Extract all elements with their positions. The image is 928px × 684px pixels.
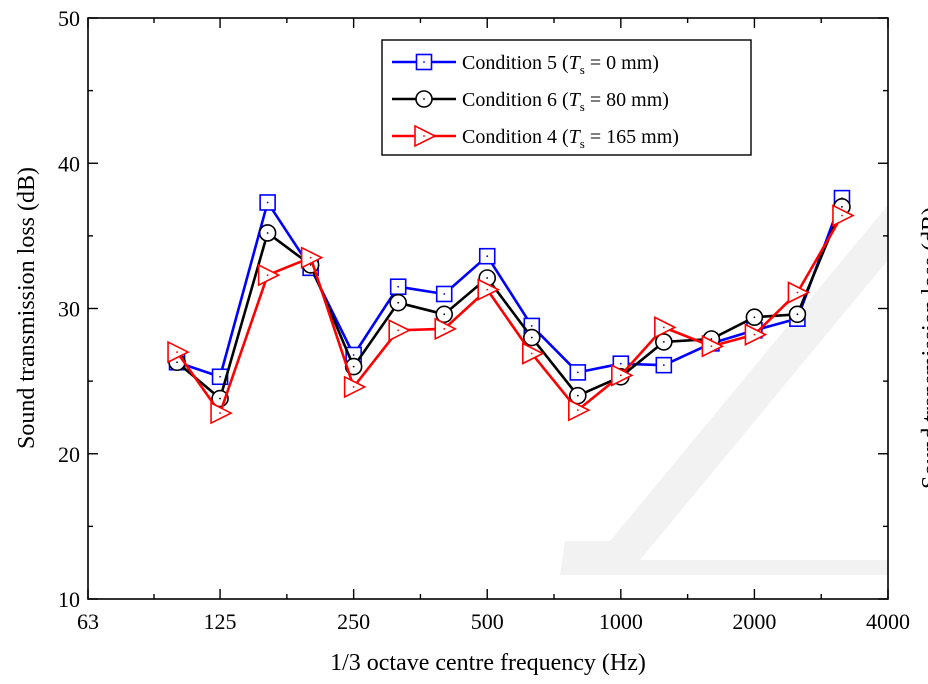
data-point-dot xyxy=(796,291,799,294)
data-point xyxy=(167,340,190,364)
data-point-dot xyxy=(619,374,622,377)
legend-label: Condition 4 (Ts = 165 mm) xyxy=(462,126,679,151)
data-point-dot xyxy=(841,214,843,217)
x-tick-label: 500 xyxy=(471,609,504,634)
data-point xyxy=(568,398,591,422)
data-point-dot xyxy=(176,361,178,364)
data-point xyxy=(701,334,725,358)
y-tick-label: 30 xyxy=(58,297,80,322)
data-point-dot xyxy=(443,313,446,316)
data-point-dot xyxy=(530,336,533,339)
legend: Condition 5 (Ts = 0 mm) Condition 6 (Ts =… xyxy=(381,39,752,156)
y-tick-label: 10 xyxy=(58,587,80,612)
legend-marker-dot xyxy=(423,135,425,137)
x-tick-label: 250 xyxy=(337,609,370,634)
data-point xyxy=(434,317,458,341)
data-point-dot xyxy=(352,365,355,368)
legend-label: Condition 6 (Ts = 80 mm) xyxy=(462,89,669,114)
data-point-dot xyxy=(486,277,489,279)
data-point xyxy=(388,318,411,342)
data-point-dot xyxy=(266,274,269,276)
data-point-dot xyxy=(710,345,713,348)
data-point-dot xyxy=(397,329,400,332)
data-point-dot xyxy=(266,201,269,204)
legend-marker-dot xyxy=(423,98,425,100)
data-point-dot xyxy=(219,375,221,378)
data-point-dot xyxy=(219,412,221,414)
data-point-dot xyxy=(530,325,533,327)
watermark xyxy=(560,205,888,575)
series-1 xyxy=(168,189,851,386)
x-tick-label: 4000 xyxy=(866,609,910,634)
data-point xyxy=(832,204,855,227)
right-axis-title-partial: Sound transmission loss (dB) xyxy=(918,207,928,489)
data-point-dot xyxy=(352,386,355,388)
data-point-dot xyxy=(443,293,446,295)
data-point xyxy=(300,246,324,269)
x-tick-label: 1000 xyxy=(599,609,643,634)
x-tick-label: 63 xyxy=(77,609,99,634)
data-point-dot xyxy=(443,327,446,330)
data-point xyxy=(257,263,281,287)
data-point xyxy=(343,375,367,399)
series-line xyxy=(175,214,844,415)
data-point-dot xyxy=(397,301,400,304)
legend-label: Condition 5 (Ts = 0 mm) xyxy=(462,52,659,77)
data-point xyxy=(521,342,545,365)
series-line xyxy=(176,206,844,400)
data-point-dot xyxy=(576,394,579,397)
watermark-shape xyxy=(560,205,888,575)
y-tick-label: 40 xyxy=(58,151,80,176)
data-point-dot xyxy=(352,354,355,356)
data-point xyxy=(654,316,677,339)
data-point-dot xyxy=(662,326,665,329)
y-tick-label: 50 xyxy=(58,6,80,31)
data-point-dot xyxy=(176,351,178,353)
y-tick-label: 20 xyxy=(58,442,80,467)
y-tick-labels: 10 20 30 40 50 xyxy=(58,6,80,612)
legend-marker xyxy=(414,124,437,148)
data-point xyxy=(477,278,501,301)
data-point-dot xyxy=(309,256,312,259)
data-point-dot xyxy=(710,338,713,340)
data-point-dot xyxy=(753,333,756,336)
data-point-dot xyxy=(662,341,665,343)
data-point-dot xyxy=(576,409,579,412)
data-point-dot xyxy=(397,285,400,288)
data-point-dot xyxy=(662,364,665,367)
data-point xyxy=(744,323,768,346)
data-point-dot xyxy=(753,316,756,319)
axis-ticks xyxy=(87,17,889,600)
data-point-dot xyxy=(309,264,312,266)
data-point-dot xyxy=(486,288,489,291)
data-point-dot xyxy=(219,397,221,400)
x-axis-title: 1/3 octave centre frequency (Hz) xyxy=(330,650,646,676)
data-point xyxy=(210,401,233,425)
legend-marker-dot xyxy=(423,61,425,63)
series-line xyxy=(176,197,844,379)
series-group xyxy=(167,189,855,425)
data-point-dot xyxy=(796,313,799,316)
data-point-dot xyxy=(619,362,622,365)
data-point xyxy=(787,281,811,304)
y-axis-title: Sound transmission loss (dB) xyxy=(14,167,40,449)
data-point-dot xyxy=(486,255,489,258)
data-point-dot xyxy=(576,371,579,374)
data-point-dot xyxy=(266,232,269,234)
series-3 xyxy=(167,204,855,425)
x-tick-labels: 63 125 250 500 1000 2000 4000 xyxy=(77,609,910,634)
x-tick-label: 2000 xyxy=(732,609,776,634)
data-point xyxy=(611,364,634,387)
data-point-dot xyxy=(530,352,533,355)
data-point-dot xyxy=(841,205,843,208)
x-tick-label: 125 xyxy=(204,609,237,634)
